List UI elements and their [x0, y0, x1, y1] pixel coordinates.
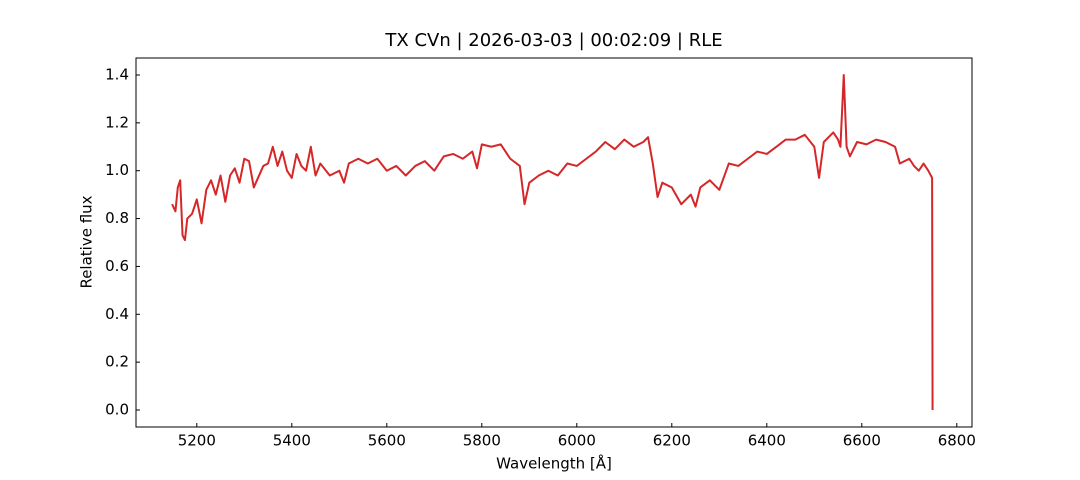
y-tick-label: 0.0 — [105, 401, 129, 419]
chart-title: TX CVn | 2026-03-03 | 00:02:09 | RLE — [384, 30, 722, 51]
y-tick-label: 1.4 — [105, 65, 129, 83]
x-tick-label: 5400 — [273, 432, 311, 450]
x-tick-label: 6000 — [558, 432, 596, 450]
y-tick-label: 1.0 — [105, 161, 129, 179]
spectrum-line — [171, 73, 934, 411]
y-tick-label: 0.8 — [105, 209, 129, 227]
x-tick-label: 5200 — [178, 432, 216, 450]
x-tick-label: 6600 — [843, 432, 881, 450]
x-tick-label: 6200 — [653, 432, 691, 450]
y-tick-label: 1.2 — [105, 113, 129, 131]
x-tick-label: 6400 — [748, 432, 786, 450]
y-axis-label: Relative flux — [78, 195, 96, 288]
y-tick-label: 0.2 — [105, 353, 129, 371]
x-tick-label: 5800 — [463, 432, 501, 450]
x-tick-label: 6800 — [938, 432, 976, 450]
x-tick-label: 5600 — [368, 432, 406, 450]
plot-frame — [135, 57, 973, 428]
y-tick-label: 0.4 — [105, 305, 129, 323]
x-axis-label: Wavelength [Å] — [496, 454, 612, 473]
y-tick-label: 0.6 — [105, 257, 129, 275]
